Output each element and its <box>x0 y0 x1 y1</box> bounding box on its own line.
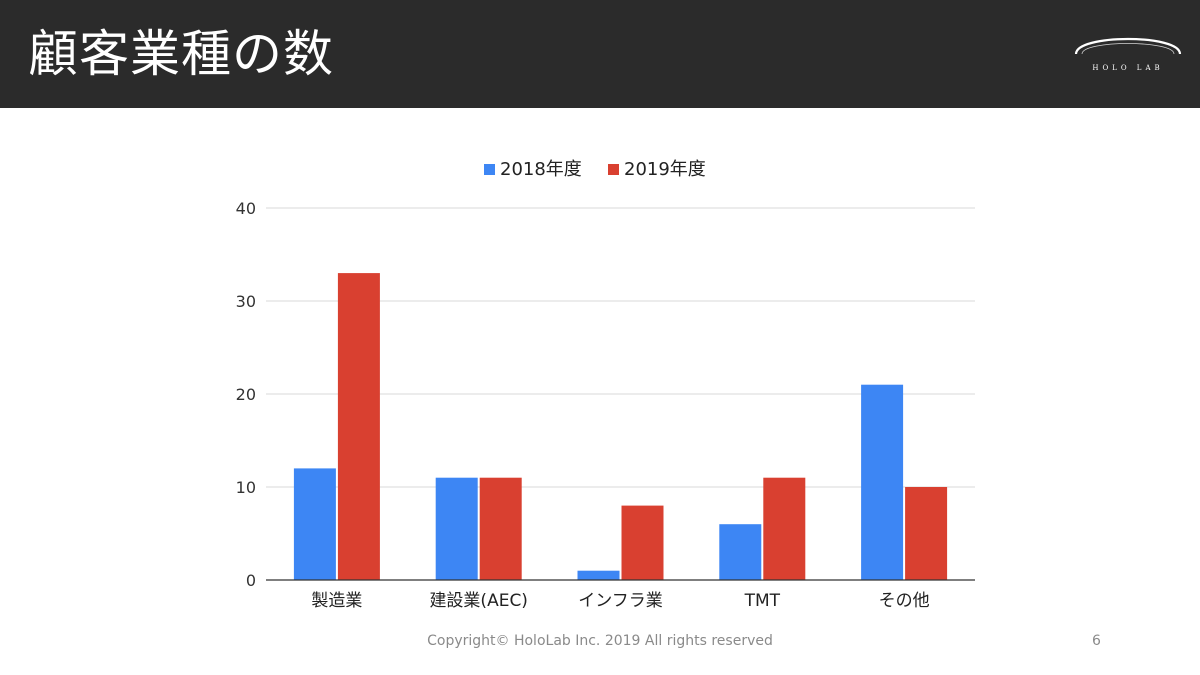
bar-0-2 <box>577 570 620 580</box>
bar-0-3 <box>719 524 762 580</box>
slide-header: 顧客業種の数 HOLO LAB <box>0 0 1200 108</box>
x-tick-label-4: その他 <box>879 591 930 611</box>
slide-title: 顧客業種の数 <box>28 25 334 83</box>
chart-bars <box>293 273 948 580</box>
bar-0-1 <box>435 477 478 580</box>
y-tick-label-2: 20 <box>236 385 256 404</box>
chart-legend: 2018年度 2019年度 <box>484 159 706 180</box>
y-tick-label-3: 30 <box>236 292 256 311</box>
y-axis: 0 10 20 30 40 <box>236 199 256 590</box>
y-tick-label-1: 10 <box>236 478 256 497</box>
copyright-text: Copyright© HoloLab Inc. 2019 All rights … <box>427 633 773 649</box>
bar-0-0 <box>293 468 336 580</box>
x-tick-label-3: TMT <box>744 591 781 611</box>
x-tick-label-0: 製造業 <box>311 591 362 611</box>
y-tick-label-4: 40 <box>236 199 256 218</box>
legend-label-0: 2018年度 <box>500 159 582 180</box>
bar-1-1 <box>479 477 522 580</box>
logo-text: HOLO LAB <box>1092 64 1163 72</box>
bar-1-2 <box>621 505 664 580</box>
legend-label-1: 2019年度 <box>624 159 706 180</box>
bar-0-4 <box>861 384 904 580</box>
x-tick-label-1: 建設業(AEC) <box>429 591 528 611</box>
x-axis: 製造業 建設業(AEC) インフラ業 TMT その他 <box>266 579 975 611</box>
page-number: 6 <box>1092 633 1101 649</box>
bar-chart: 2018年度 2019年度 0 10 20 30 40 製造業 建設業(AEC) インフラ業 T… <box>236 159 975 611</box>
x-tick-label-2: インフラ業 <box>578 591 663 611</box>
legend-swatch-1 <box>608 164 619 175</box>
bar-1-4 <box>905 487 948 580</box>
hololab-logo: HOLO LAB <box>1074 37 1182 72</box>
legend-swatch-0 <box>484 164 495 175</box>
y-tick-label-0: 0 <box>246 571 256 590</box>
bar-1-0 <box>337 273 380 580</box>
chart-grid <box>266 207 975 488</box>
bar-1-3 <box>763 477 806 580</box>
